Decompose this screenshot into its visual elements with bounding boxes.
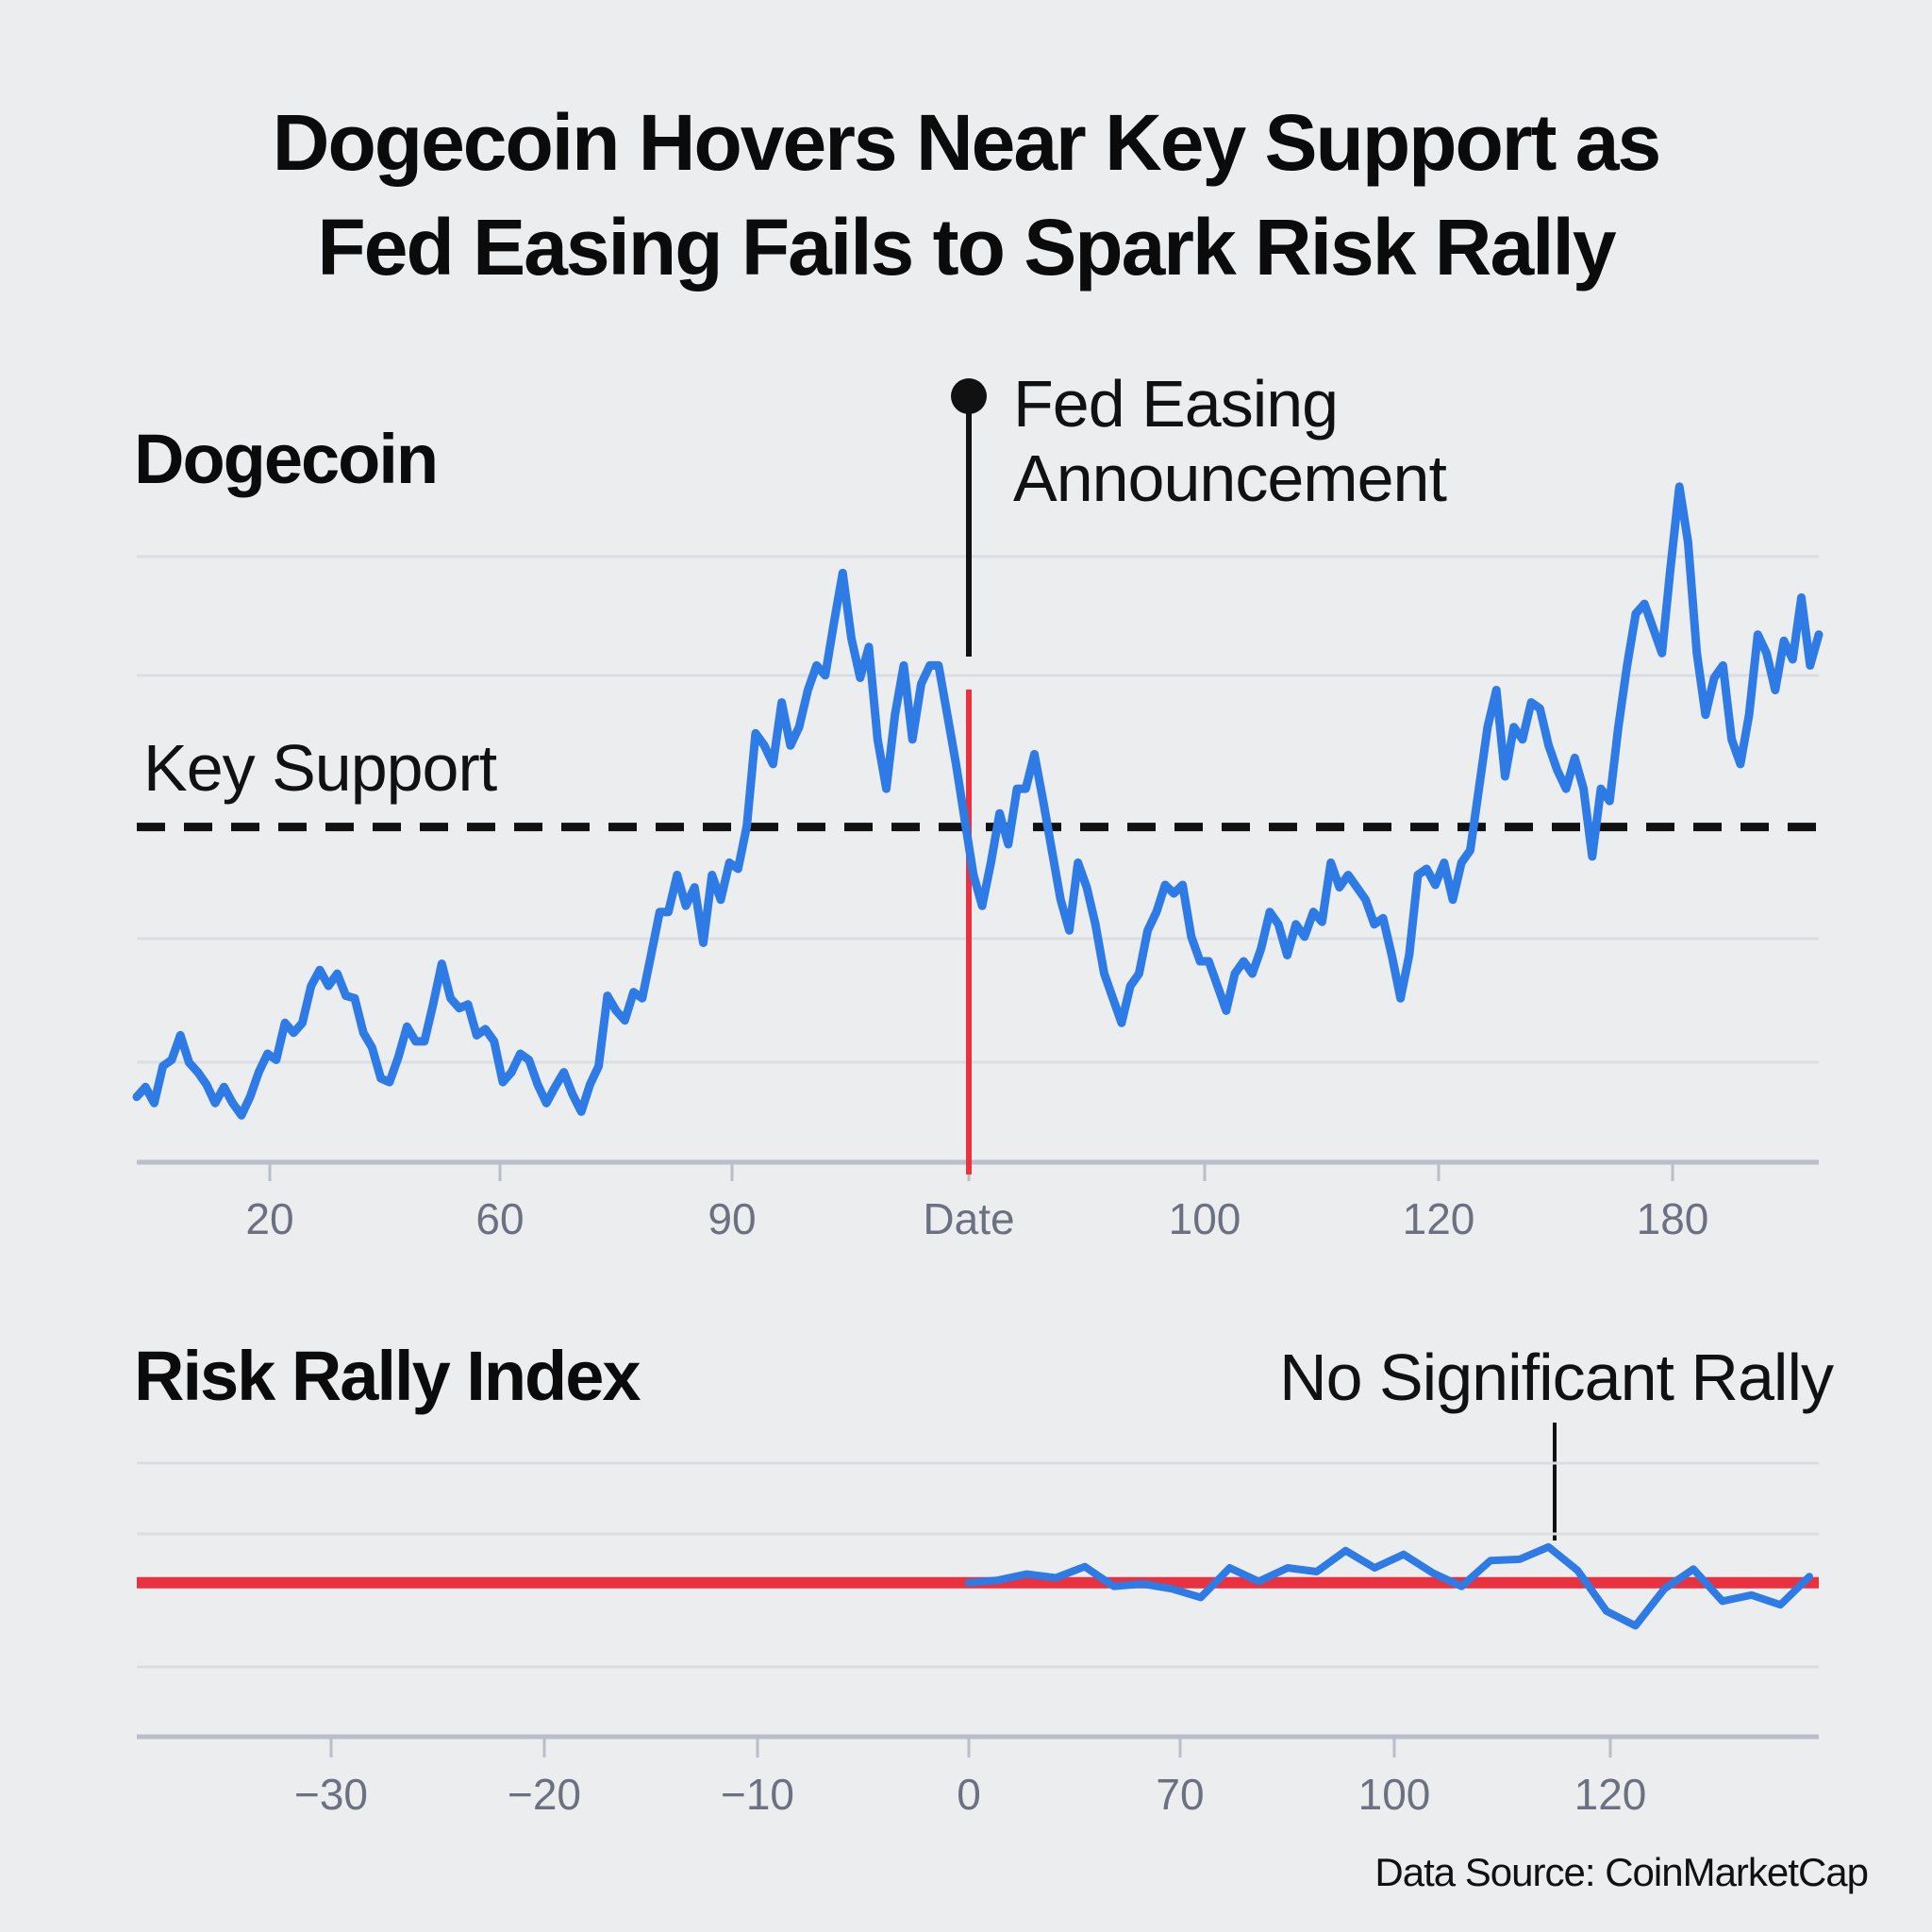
x-tick-label: −30 [294,1770,368,1819]
data-source: Data Source: CoinMarketCap [1374,1850,1868,1894]
dogecoin-x-ticks: 20 60 90 Date 100 120 180 [245,1162,1708,1243]
chart-title-line-2: Fed Easing Fails to Spark Risk Rally [317,203,1616,291]
x-tick-label: 0 [957,1770,981,1819]
risk-rally-x-ticks: −30 −20 −10 0 70 100 120 [294,1737,1646,1819]
risk-rally-panel: Risk Rally Index No Significant Rally −3… [134,1337,1835,1819]
risk-rally-panel-title: Risk Rally Index [134,1337,641,1415]
key-support-label: Key Support [143,731,497,805]
x-tick-label: 20 [245,1194,293,1243]
dogecoin-gridlines [137,555,1819,1064]
x-tick-label: Date [923,1194,1014,1243]
risk-rally-index-line [965,1542,1813,1630]
x-tick-label: −20 [508,1770,581,1819]
chart-title-line-1: Dogecoin Hovers Near Key Support as [273,98,1659,187]
x-tick-label: 180 [1637,1194,1709,1243]
x-tick-label: 120 [1403,1194,1475,1243]
fed-easing-label-line-1: Fed Easing [1013,367,1338,441]
dogecoin-panel: Dogecoin 20 60 90 Date 100 120 180 Key Support… [132,367,1824,1243]
x-tick-label: 90 [708,1194,756,1243]
x-tick-label: 100 [1169,1194,1241,1243]
x-tick-label: 120 [1574,1770,1647,1819]
x-tick-label: −10 [721,1770,794,1819]
dogecoin-price-line [132,482,1824,1120]
fed-easing-label-line-2: Announcement [1013,441,1446,515]
no-significant-rally-label: No Significant Rally [1279,1341,1834,1414]
x-tick-label: 70 [1156,1770,1204,1819]
x-tick-label: 60 [475,1194,524,1243]
risk-rally-gridlines [137,1461,1819,1669]
dogecoin-panel-title: Dogecoin [134,420,437,498]
x-tick-label: 100 [1358,1770,1431,1819]
fed-easing-marker-dot [951,378,987,414]
